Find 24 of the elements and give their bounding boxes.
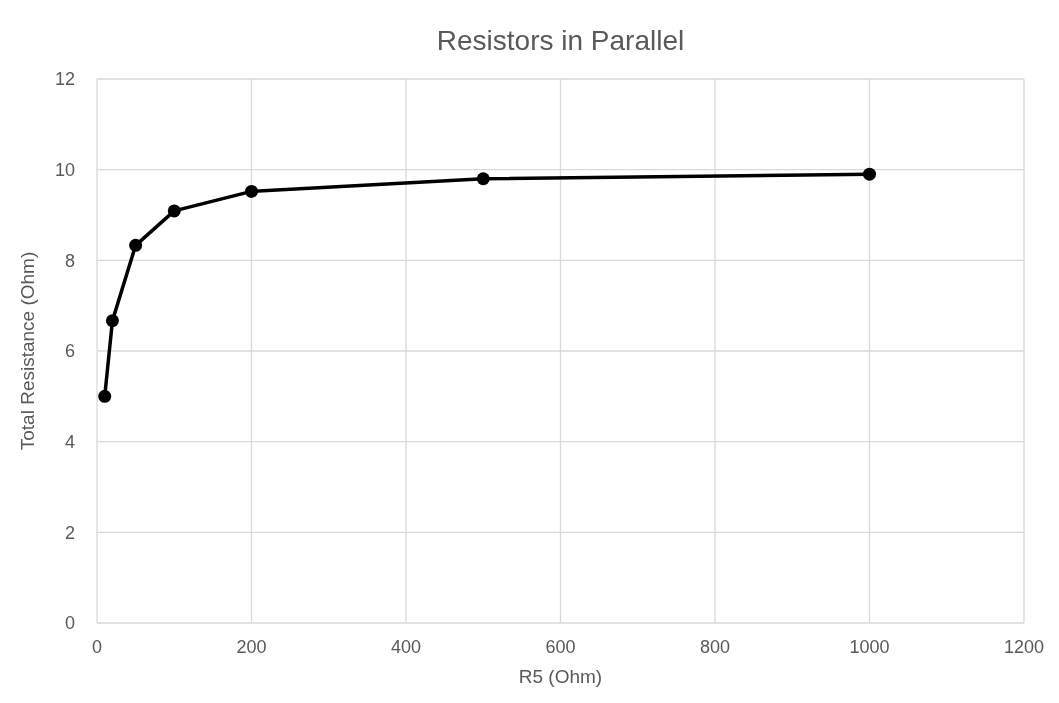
point (167, 204, 181, 218)
x-axis-title: R5 (Ohm) (518, 666, 603, 687)
x-tick-label: 1200 (1003, 637, 1045, 657)
point (98, 389, 112, 403)
point (863, 167, 876, 181)
point (105, 314, 119, 328)
x-tick-label: 600 (545, 637, 576, 657)
y-tick-label: 2 (64, 522, 75, 543)
y-tick-label: 0 (64, 613, 75, 634)
point (129, 238, 143, 252)
point (245, 184, 258, 198)
y-tick-label: 10 (54, 159, 75, 180)
y-tick-label: 4 (64, 431, 75, 452)
y-tick-label: 8 (64, 250, 75, 271)
x-tick-label: 400 (390, 637, 422, 657)
y-axis-title: Total Resistance (Ohm) (17, 251, 38, 451)
x-tick-label: 0 (91, 637, 103, 657)
chart-title: Resistors in Parallel (436, 25, 685, 56)
point (476, 172, 490, 186)
x-tick-label: 1000 (849, 637, 890, 657)
y-tick-label: 6 (64, 341, 75, 362)
y-tick-label: 12 (54, 69, 75, 90)
x-tick-label: 200 (236, 637, 267, 657)
x-tick-label: 800 (699, 637, 731, 657)
